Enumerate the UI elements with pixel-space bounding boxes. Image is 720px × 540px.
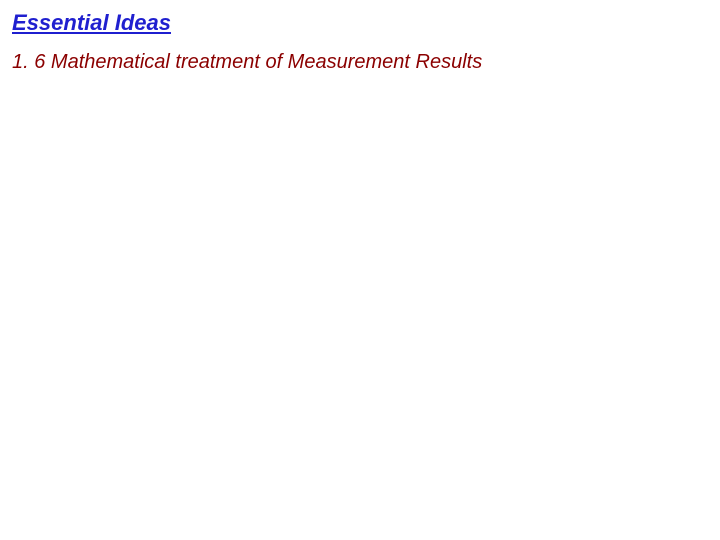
- slide: Essential Ideas 1. 6 Mathematical treatm…: [0, 0, 720, 540]
- slide-subtitle: 1. 6 Mathematical treatment of Measureme…: [12, 50, 708, 74]
- slide-title: Essential Ideas: [12, 10, 708, 36]
